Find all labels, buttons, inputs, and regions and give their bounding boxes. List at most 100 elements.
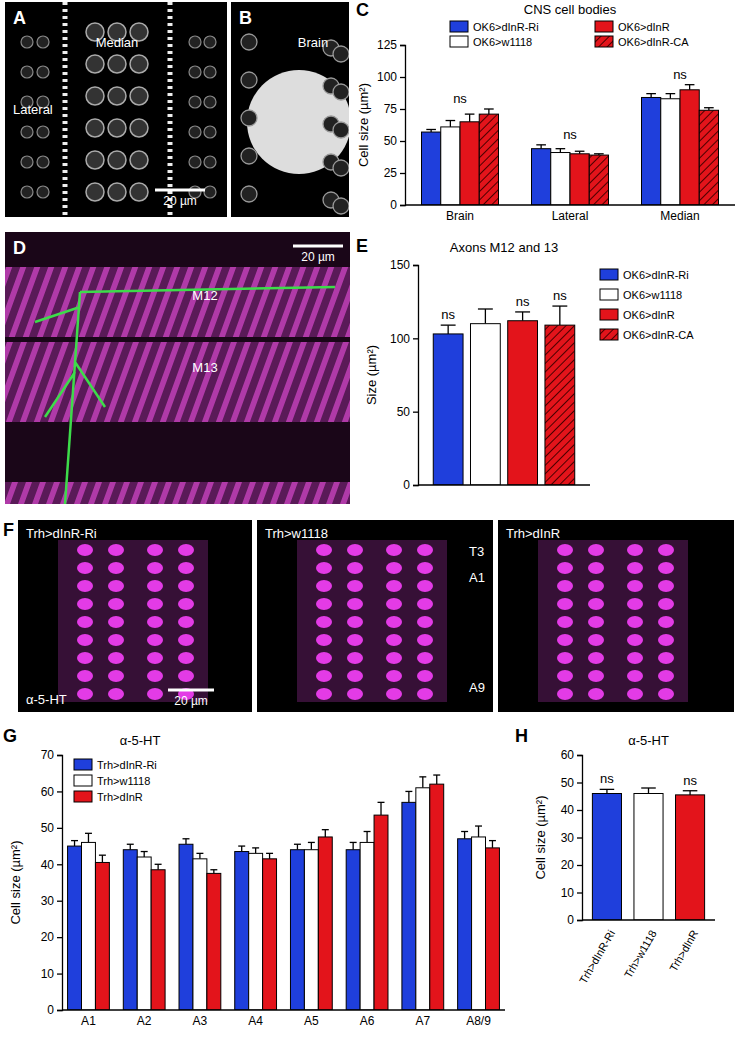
y-tick-mark (57, 755, 62, 756)
cell-body (333, 122, 349, 138)
panel-letter: B (239, 8, 252, 28)
error-bar-stem (478, 826, 479, 837)
cell-body (627, 616, 643, 628)
cell-body (316, 652, 332, 664)
cell-body (86, 87, 104, 105)
error-bar-cap (141, 851, 148, 852)
annotation: ns (553, 288, 567, 303)
cell-body (588, 598, 604, 610)
error-bar-cap (475, 825, 482, 826)
y-tick: 40 (41, 858, 62, 872)
cell-body (347, 652, 363, 664)
y-tick-label: 150 (390, 258, 410, 272)
legend-swatch (74, 775, 92, 786)
error-bar-cap (183, 838, 190, 839)
error-bar (433, 775, 440, 784)
cell-body (386, 544, 402, 556)
cell-body (386, 652, 402, 664)
cell-body (557, 580, 573, 592)
cell-body (108, 598, 124, 610)
x-tick-label: Brain (446, 209, 474, 223)
image-content (257, 520, 493, 712)
error-bar-stem (450, 121, 451, 127)
error-bar (556, 149, 566, 153)
error-bar-stem (422, 777, 423, 788)
error-bar (465, 114, 475, 122)
cell-body (189, 66, 201, 78)
error-bar-stem (689, 85, 690, 90)
bar (680, 90, 699, 205)
error-bar-stem (448, 325, 449, 334)
y-axis-title: Size (µm²) (364, 345, 379, 405)
cell-body (189, 126, 201, 138)
error-bar-cap (85, 833, 92, 834)
error-bar-cap (322, 829, 329, 830)
image-background (498, 520, 734, 712)
neuropil (297, 540, 447, 702)
x-tick: A6 (360, 1010, 375, 1028)
cell-body (86, 183, 104, 201)
y-axis-line (400, 46, 406, 206)
bar (402, 802, 416, 1010)
scale-bar-label: 20 µm (174, 694, 208, 708)
scale-bar (155, 189, 205, 192)
image-label: Trh>dInR (506, 526, 560, 541)
bar (193, 859, 207, 1010)
legend: OK6>dInR-RiOK6>w1118OK6>dInROK6>dInR-CA (450, 21, 689, 48)
y-tick-mark (577, 837, 582, 838)
cell-body (130, 55, 148, 73)
y-tick-label: 0 (47, 1003, 54, 1017)
error-bar (536, 145, 546, 149)
bar (441, 127, 460, 205)
error-bar-stem (485, 309, 486, 324)
bar (179, 844, 193, 1010)
y-tick: 60 (41, 785, 62, 799)
x-tick: Trh>dInR-Ri (577, 920, 617, 986)
y-tick-label: 70 (41, 748, 55, 762)
x-axis-line (582, 919, 715, 920)
image-panel: DM12M1320 µm (5, 232, 350, 512)
y-tick-mark (400, 109, 405, 110)
error-bar (141, 852, 148, 857)
legend-swatch (74, 759, 92, 770)
error-bar-stem (241, 846, 242, 851)
cell-body (130, 87, 148, 105)
image-background (5, 232, 350, 504)
error-bar-stem (199, 853, 200, 858)
bar (699, 110, 718, 205)
cell-body (557, 598, 573, 610)
y-tick-mark (413, 485, 418, 486)
y-tick: 70 (41, 748, 62, 762)
image-label: M13 (192, 360, 217, 375)
bar (318, 837, 332, 1010)
neuropil (247, 70, 349, 174)
bar (416, 788, 430, 1010)
cell-body (77, 562, 93, 574)
cell-body (241, 34, 257, 50)
x-tick-label: A8/9 (466, 1014, 491, 1028)
cell-body (77, 652, 93, 664)
y-tick-mark (400, 77, 405, 78)
bar (95, 862, 109, 1010)
y-tick-label: 20 (41, 930, 55, 944)
x-tick-label: Trh>w1118 (622, 928, 659, 980)
cell-body (557, 562, 573, 574)
bar (661, 99, 680, 205)
error-bar (515, 312, 530, 321)
cell-body (77, 544, 93, 556)
cell-body (557, 688, 573, 700)
y-tick-mark (57, 937, 62, 938)
error-bar-stem (366, 832, 367, 843)
x-tick: A8/9 (466, 1010, 491, 1028)
error-bar-stem (311, 842, 312, 849)
y-tick-label: 20 (561, 858, 575, 872)
error-bar (405, 791, 412, 802)
cell-body (333, 46, 349, 62)
error-bar (85, 833, 92, 842)
cell-body (347, 598, 363, 610)
y-tick: 30 (41, 894, 62, 908)
cell-body (347, 670, 363, 682)
cell-body (588, 580, 604, 592)
x-tick-label: A2 (137, 1014, 152, 1028)
image-content (5, 2, 227, 217)
